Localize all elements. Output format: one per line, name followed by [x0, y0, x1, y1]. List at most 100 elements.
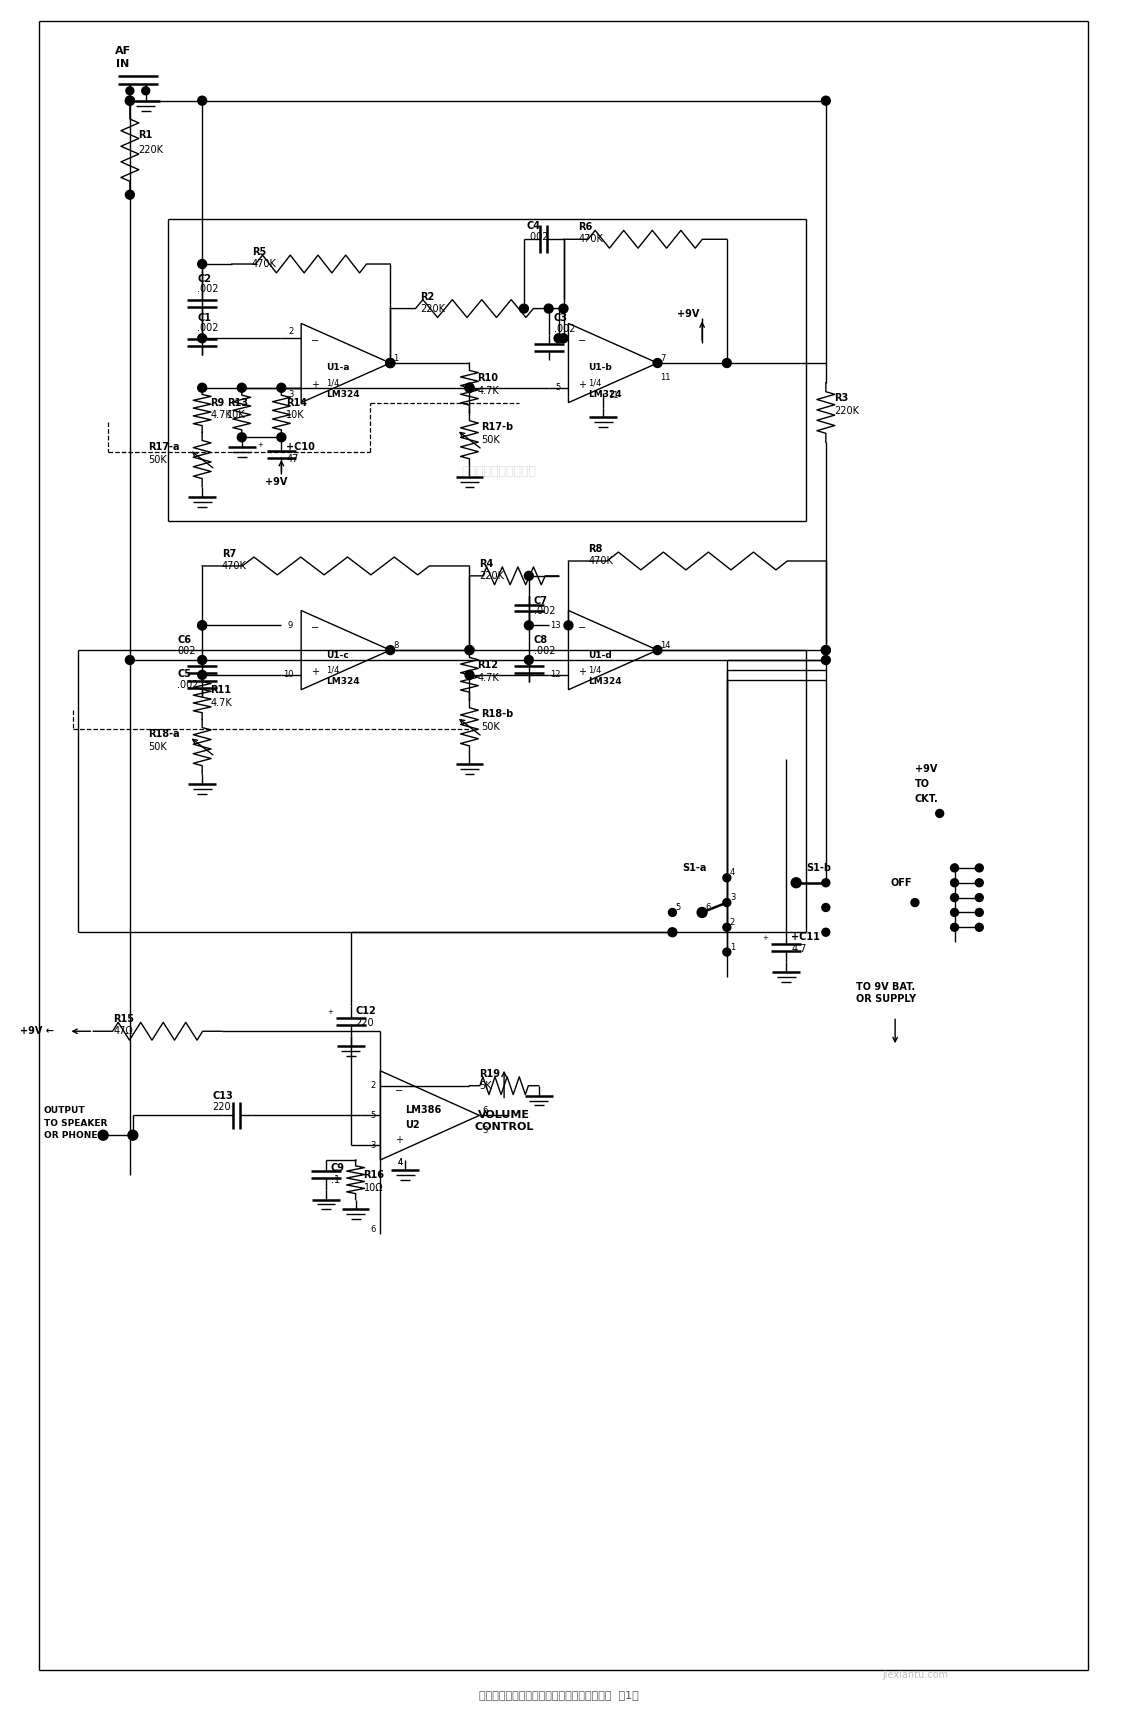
Circle shape: [142, 88, 150, 94]
Text: U2: U2: [405, 1121, 419, 1131]
Circle shape: [950, 894, 958, 901]
Text: R18-a: R18-a: [148, 729, 179, 740]
Text: +: +: [258, 443, 264, 448]
Text: 5: 5: [556, 383, 560, 393]
Text: R11: R11: [210, 685, 231, 695]
Text: 1/4: 1/4: [588, 378, 602, 388]
Text: 470K: 470K: [251, 259, 276, 269]
Text: 50K: 50K: [148, 741, 167, 752]
Text: CKT.: CKT.: [915, 793, 939, 803]
Text: −: −: [578, 336, 586, 347]
Text: 3: 3: [730, 892, 735, 903]
Circle shape: [524, 656, 533, 664]
Text: 4.7K: 4.7K: [478, 673, 499, 683]
Text: .002: .002: [534, 647, 556, 656]
Circle shape: [197, 621, 206, 630]
Text: C13: C13: [212, 1091, 233, 1100]
Text: R15: R15: [113, 1014, 134, 1024]
Text: +: +: [578, 668, 586, 676]
Circle shape: [197, 671, 206, 680]
Text: R10: R10: [478, 372, 498, 383]
Text: 3: 3: [287, 390, 293, 400]
Text: C3: C3: [553, 314, 568, 324]
Text: 11: 11: [660, 374, 671, 383]
Text: 50K: 50K: [481, 436, 500, 444]
Text: R13: R13: [227, 398, 248, 408]
Text: 220: 220: [212, 1102, 231, 1112]
Text: R7: R7: [222, 549, 237, 559]
Text: CONTROL: CONTROL: [474, 1122, 534, 1133]
Circle shape: [722, 923, 730, 932]
Text: 6: 6: [706, 903, 710, 911]
Text: 13: 13: [550, 621, 560, 630]
Circle shape: [668, 928, 677, 937]
Circle shape: [465, 645, 474, 654]
Text: 音频电路中的具有可调谐滤波器的音频放大器  第1张: 音频电路中的具有可调谐滤波器的音频放大器 第1张: [479, 1690, 638, 1699]
Text: LM324: LM324: [588, 678, 622, 686]
Circle shape: [792, 879, 800, 887]
Circle shape: [698, 908, 707, 918]
Text: 1: 1: [393, 353, 399, 362]
Text: 4.7K: 4.7K: [478, 386, 499, 396]
Text: 5K: 5K: [479, 1081, 492, 1091]
Text: 470K: 470K: [588, 556, 613, 566]
Text: .002: .002: [534, 606, 556, 616]
Text: 47: 47: [286, 455, 299, 463]
Text: 10K: 10K: [227, 410, 246, 420]
Text: .1: .1: [331, 1175, 340, 1184]
Text: +9V: +9V: [915, 764, 938, 774]
Text: 220: 220: [356, 1018, 374, 1028]
Text: −: −: [311, 336, 319, 347]
Text: OUTPUT: OUTPUT: [44, 1105, 86, 1115]
Text: 1/4: 1/4: [326, 666, 339, 674]
Circle shape: [559, 335, 568, 343]
Circle shape: [238, 383, 246, 393]
Circle shape: [975, 908, 983, 916]
Text: C4: C4: [526, 221, 541, 232]
Text: R2: R2: [420, 292, 434, 302]
Text: C5: C5: [177, 669, 192, 680]
Text: +: +: [327, 1009, 332, 1014]
Text: 50K: 50K: [148, 455, 167, 465]
Text: 4: 4: [730, 868, 735, 877]
Circle shape: [465, 671, 474, 680]
Text: R16: R16: [364, 1170, 384, 1181]
Circle shape: [524, 621, 533, 630]
Text: 1: 1: [730, 942, 735, 952]
Circle shape: [975, 894, 983, 901]
Text: LM324: LM324: [326, 390, 360, 400]
Text: 4.7K: 4.7K: [210, 698, 232, 707]
Circle shape: [975, 863, 983, 872]
Circle shape: [698, 908, 706, 916]
Text: R12: R12: [478, 661, 498, 669]
Circle shape: [125, 96, 134, 105]
Text: R5: R5: [251, 247, 266, 257]
Circle shape: [544, 304, 553, 312]
Circle shape: [465, 383, 474, 393]
Circle shape: [277, 432, 286, 441]
Text: 220K: 220K: [834, 405, 859, 415]
Circle shape: [791, 879, 801, 887]
Text: 2: 2: [730, 918, 735, 927]
Text: jiexiantu.com: jiexiantu.com: [882, 1670, 948, 1680]
Circle shape: [465, 645, 474, 654]
Text: U1-a: U1-a: [326, 364, 349, 372]
Text: C12: C12: [356, 1007, 376, 1016]
Circle shape: [559, 304, 568, 312]
Text: −: −: [578, 623, 586, 633]
Text: 12: 12: [550, 671, 560, 680]
Text: 3: 3: [482, 1126, 488, 1134]
Text: R17-a: R17-a: [148, 443, 179, 451]
Circle shape: [911, 899, 919, 906]
Text: C2: C2: [197, 275, 211, 283]
Circle shape: [822, 928, 829, 937]
Circle shape: [668, 908, 676, 916]
Text: 220K: 220K: [137, 146, 162, 154]
Circle shape: [197, 259, 206, 268]
Text: OFF: OFF: [890, 879, 912, 887]
Text: 7: 7: [660, 353, 666, 362]
Text: R8: R8: [588, 544, 603, 554]
Text: U1-c: U1-c: [326, 650, 348, 659]
Circle shape: [935, 810, 943, 817]
Circle shape: [238, 432, 246, 441]
